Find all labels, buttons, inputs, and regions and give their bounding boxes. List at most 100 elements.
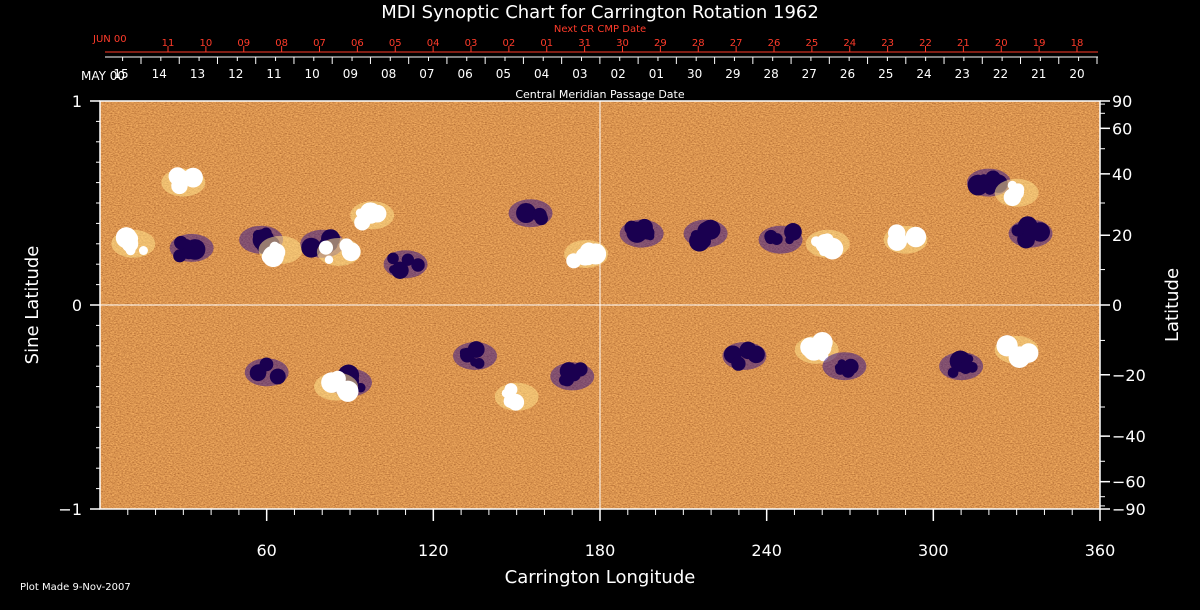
y-right-tick-label: −60 [1112,473,1146,492]
y-left-tick-label: −1 [58,500,82,519]
cmp-date-label: 26 [840,67,855,81]
region-blob [888,224,906,242]
next-cmp-date-label: 03 [465,38,478,49]
cmp-date-label: 22 [993,67,1008,81]
region-blob [391,261,409,279]
region-blob [770,233,783,246]
x-tick-label: 60 [256,541,276,560]
region-blob [181,245,196,260]
x-tick-label: 180 [585,541,616,560]
cmp-date-label: 12 [228,67,243,81]
active-regions [111,167,1053,411]
cmp-date-label: 29 [725,67,740,81]
next-cmp-date-label: 26 [768,38,781,49]
next-cmp-date-label: 08 [275,38,288,49]
region-blob [368,204,387,223]
cmp-date-label: 30 [687,67,702,81]
region-blob [1011,224,1024,237]
cmp-date-label: 06 [458,67,473,81]
region-blob [559,362,578,381]
x-axis-label: Carrington Longitude [505,567,696,588]
next-cmp-date-label: 09 [237,38,250,49]
x-tick-label: 120 [418,541,449,560]
region-blob [339,388,352,400]
region-blob [964,354,974,364]
next-cmp-date-label: 20 [995,38,1008,49]
cmp-start-label: MAY 00 [81,69,125,83]
cmp-date-label: 09 [343,67,358,81]
next-cmp-date-label: 29 [654,38,667,49]
next-cmp-date-label: 30 [616,38,629,49]
region-blob [967,174,989,196]
x-axis: 60 120 180 240 300 360 [127,509,1116,560]
next-cmp-date-label: 04 [427,38,440,49]
x-tick-label: 360 [1085,541,1116,560]
region-blob [817,350,829,362]
region-blob [1012,346,1022,356]
cmp-date-label: 11 [266,67,281,81]
region-blob [171,177,188,195]
next-cmp-date-label: 07 [313,38,326,49]
region-blob [504,383,518,397]
region-blob [339,238,354,253]
region-blob [821,233,834,246]
region-blob [731,356,746,371]
region-blob [996,335,1018,357]
cmp-date-label: 24 [916,67,931,81]
cmp-date-label: 14 [152,67,167,81]
region-blob [985,170,1001,186]
region-blob [183,167,203,188]
next-cmp-date-label: 18 [1071,38,1084,49]
y-axis-left-label: Sine Latitude [22,246,43,365]
region-blob [123,231,139,247]
chart-title: MDI Synoptic Chart for Carrington Rotati… [381,2,819,23]
cmp-date-label: 05 [496,67,511,81]
next-cmp-date-label: 06 [351,38,364,49]
region-blob [959,361,973,374]
cmp-date-label: 03 [572,67,587,81]
region-blob [525,206,535,216]
y-right-tick-label: −90 [1112,500,1146,519]
cmp-date-label: 21 [1031,67,1046,81]
y-right-tick-label: 60 [1112,119,1132,138]
x-tick-label: 300 [918,541,949,560]
y-right-tick-label: 20 [1112,226,1132,245]
region-blob [624,220,640,236]
region-blob [726,347,738,360]
y-axis-right-label: Latitude [1162,268,1183,342]
cmp-date-label: 23 [955,67,970,81]
next-cmp-date-label: 11 [162,38,175,49]
region-blob [249,364,267,382]
next-cmp-date-label: 10 [200,38,213,49]
region-blob [320,243,332,255]
cmp-axis: 15 14 13 12 11 10 09 08 07 06 05 04 03 02 01 30 29 28 27 26… [105,56,1098,81]
next-cmp-date-label: 21 [957,38,970,49]
region-blob [387,252,399,265]
next-cmp-date-label: 05 [389,38,402,49]
next-cmp-date-label: 25 [806,38,819,49]
region-blob [470,358,479,367]
y-right-tick-label: 40 [1112,165,1132,184]
region-blob [800,337,821,358]
region-blob [138,246,148,256]
next-cmp-date-label: 24 [843,38,856,49]
region-blob [321,372,342,393]
region-blob [784,223,802,241]
region-blob [843,358,859,375]
region-blob [324,255,334,264]
y-left-tick-label: 1 [72,92,82,111]
region-blob [534,212,548,226]
cmp-date-label: 07 [419,67,434,81]
next-cmp-date-label: 27 [730,38,743,49]
region-blob [697,221,717,241]
cmp-date-label: 15 [113,67,128,81]
next-cmp-date-label: 31 [578,38,591,49]
y-axis-right: 90 60 40 20 0 −20 −40 −60 −90 [1100,92,1146,519]
y-axis-left: 1 0 −1 [58,92,100,519]
region-blob [1023,352,1034,363]
next-cmp-date-label: 22 [919,38,932,49]
x-tick-label: 240 [751,541,782,560]
cmp-date-label: 27 [802,67,817,81]
y-left-tick-label: 0 [72,296,82,315]
